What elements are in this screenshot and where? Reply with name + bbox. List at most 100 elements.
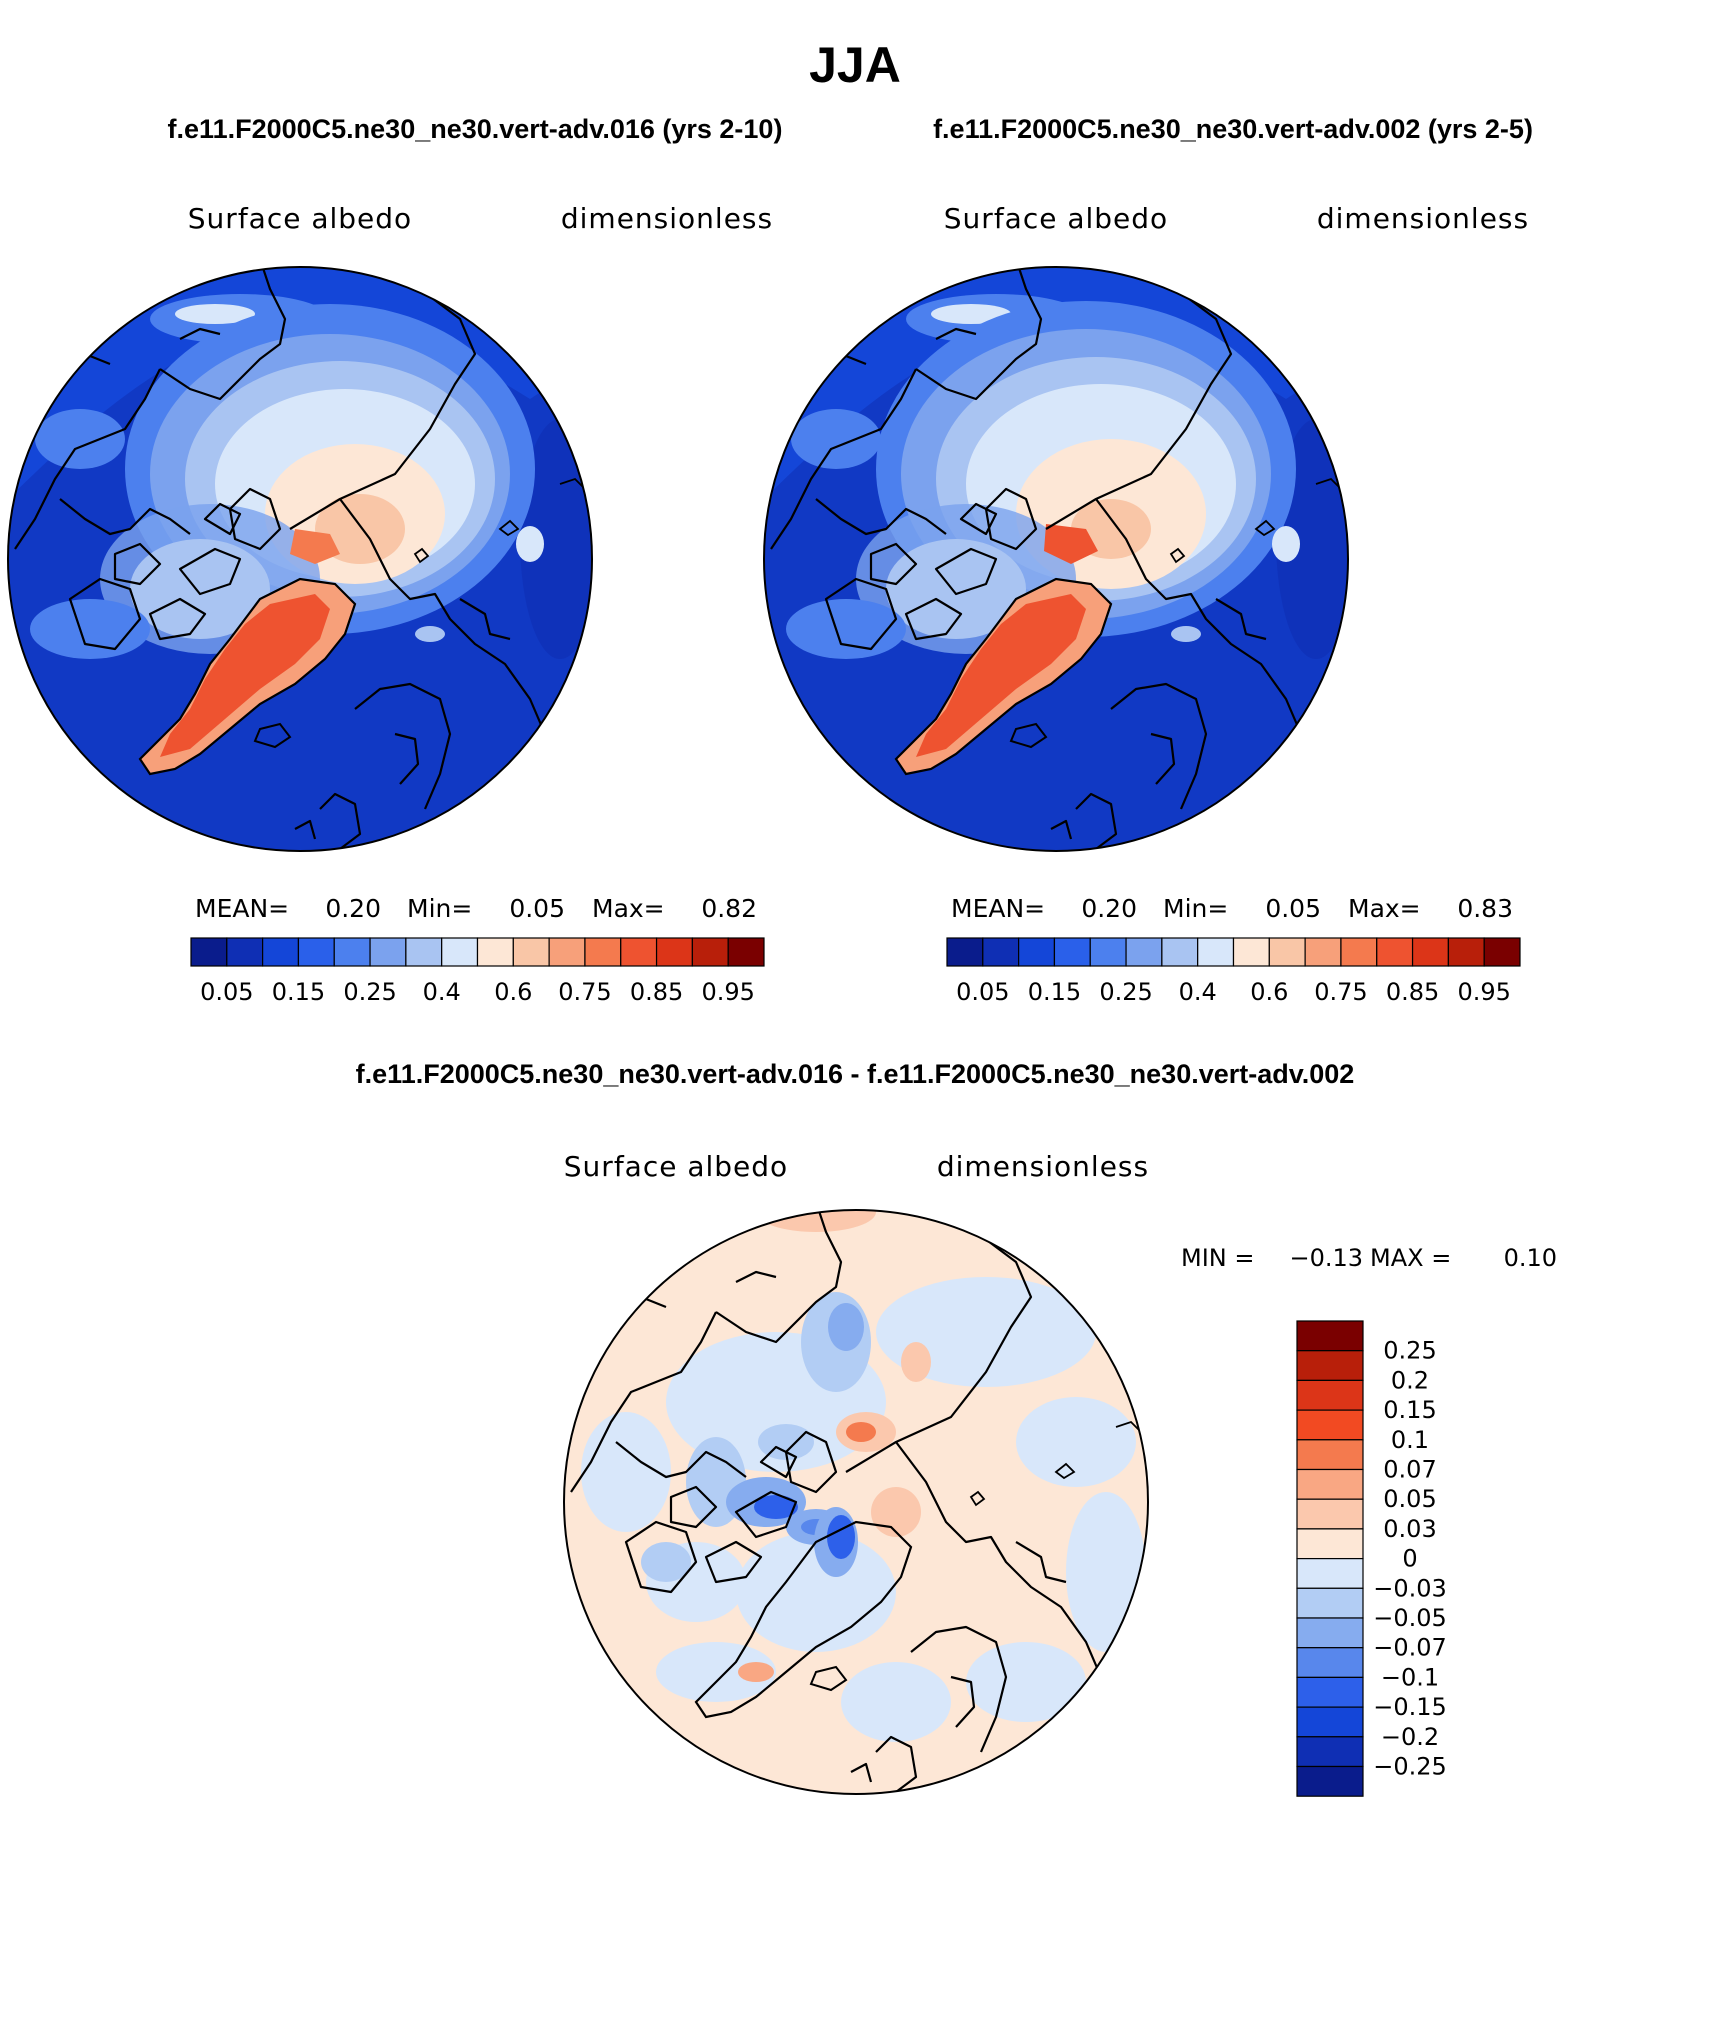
panel-diff-min-label: MIN = xyxy=(1181,1244,1254,1272)
panel-a-colorbar-swatch xyxy=(441,937,479,967)
panel-diff-colorbar-tick-label: 0.03 xyxy=(1383,1515,1436,1543)
panel-diff-stats: MIN = −0.13 MAX = 0.10 xyxy=(1181,1244,1557,1272)
panel-a-colorbar-swatch xyxy=(190,937,228,967)
panel-diff-colorbar: 0.250.20.150.10.070.050.030−0.03−0.05−0.… xyxy=(1296,1320,1447,1797)
panel-b-max-label: Max= xyxy=(1348,894,1421,923)
panel-b-colorbar-tick-label: 0.75 xyxy=(1314,978,1367,1006)
panel-diff-variable-label: Surface albedo xyxy=(564,1150,788,1183)
panel-diff-colorbar-swatch xyxy=(1296,1587,1364,1619)
panel-a-colorbar-tick-label: 0.4 xyxy=(423,978,461,1006)
panel-diff-colorbar-swatch xyxy=(1296,1379,1364,1411)
panel-diff-map-border xyxy=(563,1209,1149,1795)
panel-b-colorbar-swatch xyxy=(1411,937,1449,967)
panel-a-colorbar-tick-label: 0.25 xyxy=(343,978,396,1006)
panel-diff-colorbar-tick-label: −0.05 xyxy=(1373,1604,1447,1632)
panel-diff-colorbar-swatch xyxy=(1296,1736,1364,1768)
panel-b-colorbar-swatch xyxy=(1340,937,1378,967)
panel-diff-max-value: 0.10 xyxy=(1504,1244,1557,1272)
panel-a-mean-value: 0.20 xyxy=(325,894,381,923)
panel-b-units-label: dimensionless xyxy=(1317,202,1529,235)
panel-b-colorbar-swatch xyxy=(1232,937,1270,967)
panel-diff-colorbar-swatch xyxy=(1296,1706,1364,1738)
panel-diff-max-label: MAX = xyxy=(1370,1244,1451,1272)
panel-diff-colorbar-swatch xyxy=(1296,1350,1364,1381)
panel-b-min-value: 0.05 xyxy=(1265,894,1321,923)
panel-b-colorbar-tick-label: 0.95 xyxy=(1457,978,1510,1006)
panel-b-colorbar-swatch xyxy=(1125,937,1163,967)
panel-a-colorbar: 0.05 0.15 0.25 0.4 0.6 0.75 0.85 0.95 xyxy=(190,937,765,1006)
panel-a-map-border xyxy=(7,266,593,852)
panel-diff-colorbar-tick-label: −0.03 xyxy=(1373,1574,1447,1602)
panel-diff-units-label: dimensionless xyxy=(937,1150,1149,1183)
panel-diff-colorbar-tick-label: −0.2 xyxy=(1381,1723,1439,1751)
panel-a-variable-label: Surface albedo xyxy=(188,202,412,235)
panel-a-units-label: dimensionless xyxy=(561,202,773,235)
panel-a-min-label: Min= xyxy=(407,894,472,923)
panel-b-variable-label: Surface albedo xyxy=(944,202,1168,235)
diff-title: f.e11.F2000C5.ne30_ne30.vert-adv.016 - f… xyxy=(356,1059,1355,1089)
panel-diff-colorbar-swatch xyxy=(1296,1676,1364,1708)
panel-a-min-value: 0.05 xyxy=(509,894,565,923)
panel-diff: Surface albedo dimensionless xyxy=(563,1150,1557,1797)
panel-b-colorbar-swatch xyxy=(1089,937,1127,967)
panel-diff-colorbar-tick-label: −0.15 xyxy=(1373,1693,1447,1721)
panel-diff-colorbar-swatch xyxy=(1296,1557,1364,1589)
panel-diff-min-value: −0.13 xyxy=(1289,1244,1363,1272)
panel-a-colorbar-swatch xyxy=(297,937,335,967)
panel-a-mean-label: MEAN= xyxy=(195,894,289,923)
panel-diff-colorbar-tick-label: 0.05 xyxy=(1383,1485,1436,1513)
panel-b-colorbar-swatch xyxy=(982,937,1020,967)
panel-a-colorbar-tick-label: 0.75 xyxy=(558,978,611,1006)
panel-b-colorbar-swatch xyxy=(1268,937,1306,967)
panel-a-colorbar-tick-label: 0.6 xyxy=(494,978,532,1006)
panel-diff-colorbar-tick-label: −0.1 xyxy=(1381,1663,1439,1691)
panel-diff-colorbar-swatch xyxy=(1296,1439,1364,1471)
season-title: JJA xyxy=(809,37,901,93)
panel-a-title: f.e11.F2000C5.ne30_ne30.vert-adv.016 (yr… xyxy=(168,114,783,144)
panel-b-map xyxy=(764,267,1348,851)
panel-diff-colorbar-tick-label: −0.25 xyxy=(1373,1753,1447,1781)
panel-a-colorbar-swatch xyxy=(727,937,765,967)
panel-a: Surface albedo dimensionless xyxy=(7,202,773,1006)
panel-diff-map xyxy=(564,1210,1148,1794)
panel-diff-colorbar-tick-label: 0.2 xyxy=(1391,1366,1429,1394)
panel-diff-colorbar-swatch xyxy=(1296,1647,1364,1678)
panel-a-colorbar-swatch xyxy=(476,937,514,967)
panel-b-colorbar-swatch xyxy=(1376,937,1414,967)
panel-b-colorbar: 0.05 0.15 0.25 0.4 0.6 0.75 0.85 0.95 xyxy=(946,937,1521,1006)
panel-a-map xyxy=(8,267,592,851)
panel-a-colorbar-swatch xyxy=(584,937,622,967)
panel-diff-colorbar-swatch xyxy=(1296,1409,1364,1441)
panel-a-colorbar-swatch xyxy=(262,937,300,967)
panel-diff-colorbar-swatch xyxy=(1296,1498,1364,1530)
panel-a-colorbar-swatch xyxy=(691,937,729,967)
panel-b-colorbar-tick-label: 0.15 xyxy=(1028,978,1081,1006)
panel-b: Surface albedo dimensionless xyxy=(763,202,1529,1006)
panel-a-colorbar-swatch xyxy=(333,937,371,967)
panel-diff-colorbar-tick-label: 0 xyxy=(1402,1545,1417,1573)
panel-b-colorbar-swatch xyxy=(1447,937,1485,967)
panel-a-colorbar-swatch xyxy=(655,937,693,967)
panel-b-colorbar-tick-label: 0.05 xyxy=(956,978,1009,1006)
panel-a-colorbar-tick-label: 0.85 xyxy=(630,978,683,1006)
panel-diff-colorbar-swatch xyxy=(1296,1617,1364,1649)
panel-b-colorbar-tick-label: 0.6 xyxy=(1250,978,1288,1006)
panel-a-colorbar-swatch xyxy=(226,937,264,967)
panel-b-colorbar-swatch xyxy=(1483,937,1521,967)
panel-a-colorbar-swatch xyxy=(512,937,550,967)
panel-a-max-value: 0.82 xyxy=(701,894,757,923)
panel-diff-colorbar-tick-label: 0.15 xyxy=(1383,1396,1436,1424)
panel-diff-colorbar-swatch xyxy=(1296,1468,1364,1500)
panel-a-stats: MEAN= 0.20 Min= 0.05 Max= 0.82 xyxy=(195,894,757,923)
panel-a-colorbar-swatch xyxy=(548,937,586,967)
panel-diff-colorbar-swatch xyxy=(1296,1320,1364,1352)
panel-b-map-border xyxy=(763,266,1349,852)
panel-a-colorbar-tick-label: 0.95 xyxy=(701,978,754,1006)
panel-b-min-label: Min= xyxy=(1163,894,1228,923)
panel-diff-colorbar-tick-label: 0.25 xyxy=(1383,1337,1436,1365)
panel-diff-colorbar-swatch xyxy=(1296,1528,1364,1560)
panel-diff-colorbar-tick-label: −0.07 xyxy=(1373,1634,1447,1662)
panel-diff-colorbar-tick-label: 0.07 xyxy=(1383,1456,1436,1484)
panel-b-title: f.e11.F2000C5.ne30_ne30.vert-adv.002 (yr… xyxy=(933,114,1533,144)
